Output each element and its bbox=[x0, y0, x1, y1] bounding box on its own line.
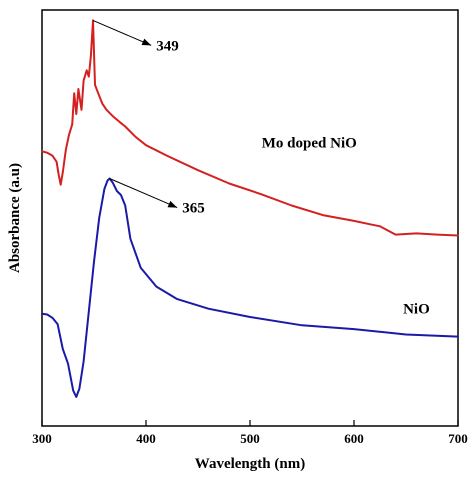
peak-label: 349 bbox=[156, 38, 179, 54]
series-line-mo-doped-nio bbox=[41, 19, 459, 237]
x-tick-label: 300 bbox=[32, 431, 52, 446]
x-tick-label: 500 bbox=[240, 431, 260, 446]
ticks-layer: 300 400 500 600 700 bbox=[32, 420, 468, 446]
peak-label: 365 bbox=[182, 201, 205, 217]
series-line-nio bbox=[41, 177, 459, 398]
x-tick-label: 400 bbox=[136, 431, 156, 446]
peak-arrowhead bbox=[167, 200, 178, 208]
series-layer bbox=[41, 19, 459, 398]
series-label: NiO bbox=[403, 302, 430, 318]
x-tick-label: 700 bbox=[448, 431, 468, 446]
label-layer: Mo doped NiO NiO bbox=[262, 135, 430, 317]
series-label: Mo doped NiO bbox=[262, 135, 357, 151]
x-tick-label: 600 bbox=[344, 431, 364, 446]
y-axis-title: Absorbance (a.u) bbox=[7, 163, 23, 273]
peak-pointer-line bbox=[109, 178, 178, 209]
annotation-layer: 349 365 bbox=[92, 19, 205, 217]
x-axis-title: Wavelength (nm) bbox=[195, 456, 305, 472]
peak-arrowhead bbox=[141, 38, 152, 46]
peak-pointer-line bbox=[92, 19, 152, 46]
plot-frame bbox=[41, 9, 459, 427]
